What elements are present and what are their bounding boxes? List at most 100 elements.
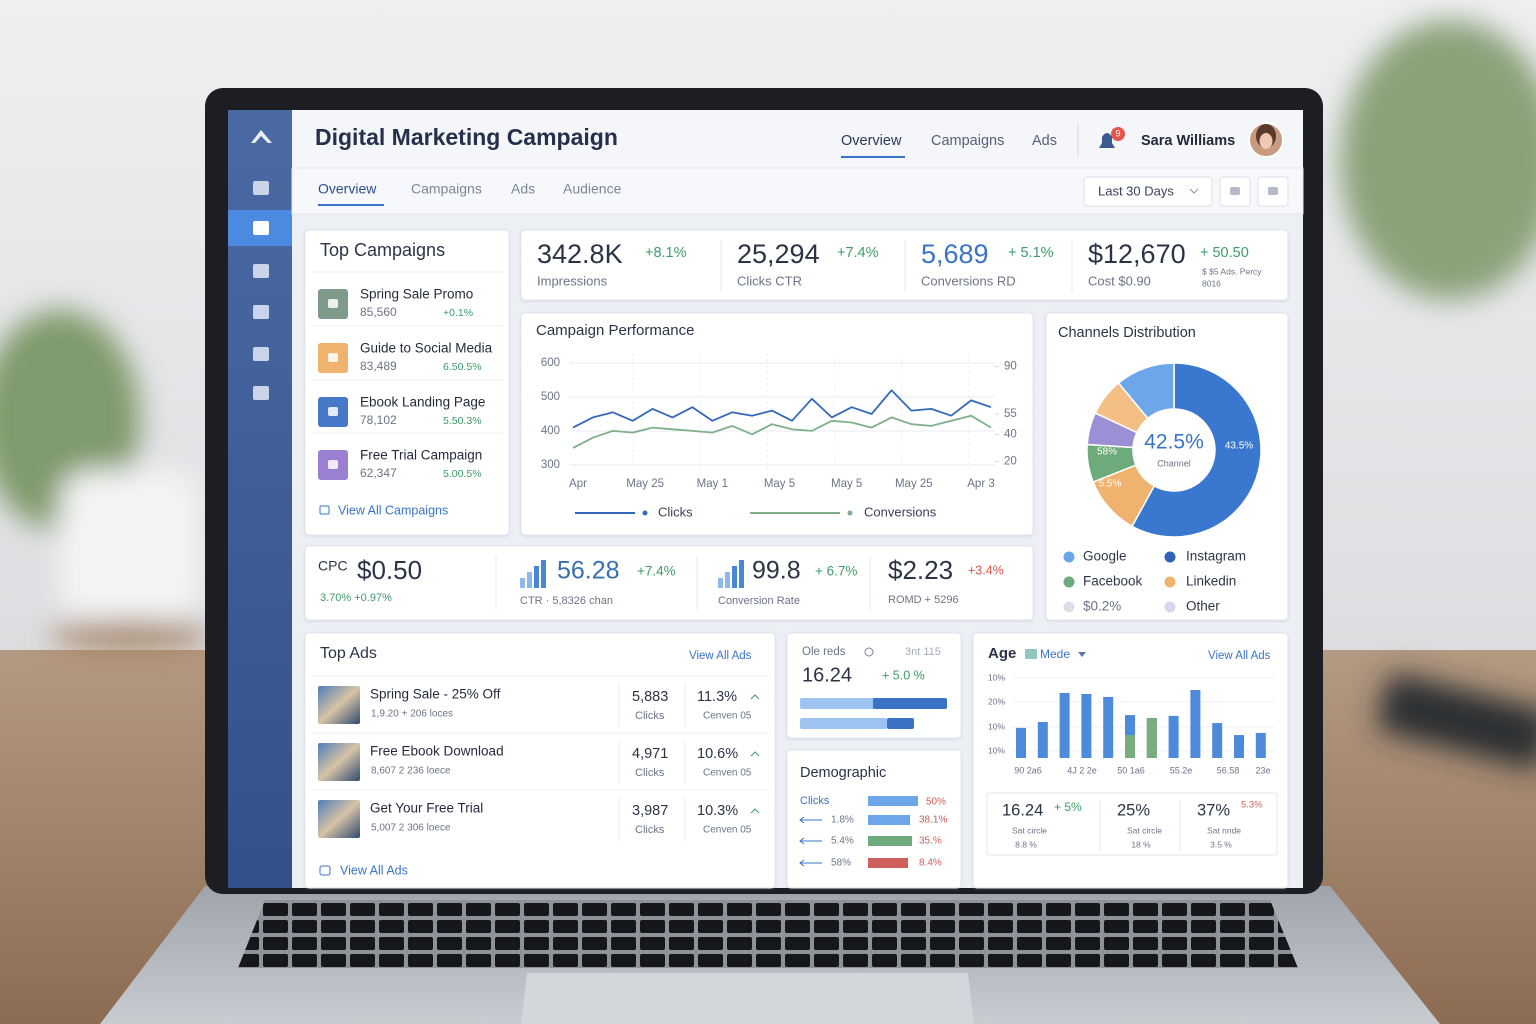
- campaign-glyph: [328, 407, 338, 416]
- nav-link[interactable]: Overview: [841, 133, 902, 149]
- dashboard: Digital Marketing Campaign Overview Campai…: [251, 122, 1289, 889]
- tab[interactable]: Campaigns: [411, 181, 482, 197]
- stat-sub: 3.5 %: [1210, 839, 1232, 849]
- user-name: Sara Williams: [1141, 133, 1235, 149]
- progress-fill: [887, 718, 914, 729]
- ad-rate: 11.3%: [697, 689, 737, 705]
- ad-sub: 1,9.20 + 206 loces: [371, 709, 453, 720]
- kpi-label: Cost $0.90: [1088, 273, 1151, 288]
- stat-change: 5.3%: [1241, 800, 1263, 811]
- nav-link[interactable]: Ads: [1032, 133, 1057, 149]
- ad-thumbnail: [318, 686, 360, 724]
- metric-change: +3.4%: [968, 563, 1004, 577]
- ad-thumbnail: [318, 743, 360, 781]
- kpi-value: 25,294: [737, 239, 820, 269]
- campaign-name: Ebook Landing Page: [360, 395, 485, 410]
- x-tick-label: 50 1a6: [1117, 765, 1145, 775]
- legend-dot: [1164, 576, 1176, 588]
- metric-value: $0.50: [357, 555, 422, 585]
- link[interactable]: View All Ads: [340, 863, 408, 877]
- sidebar-icon[interactable]: [253, 264, 269, 278]
- legend-label: Conversions: [864, 504, 937, 519]
- legend-label: Clicks: [658, 504, 693, 519]
- sidebar-icon[interactable]: [253, 347, 269, 361]
- donut-segment: [1117, 362, 1175, 420]
- y-tick-label: 400: [541, 425, 560, 437]
- link[interactable]: View All Ads: [1208, 650, 1271, 662]
- filter-caret: [1078, 652, 1086, 657]
- filter-swatch: [1025, 649, 1037, 659]
- ad-clicks: 5,883: [632, 689, 668, 705]
- lock-icon: [319, 505, 330, 515]
- tab[interactable]: Ads: [511, 181, 535, 197]
- sidebar-icon[interactable]: [253, 305, 269, 319]
- card-title: Campaign Performance: [536, 322, 694, 339]
- campaign-value: 62,347: [360, 466, 397, 480]
- kpi-note: $ $5 Ads. Percy: [1202, 266, 1262, 276]
- campaign-glyph: [328, 353, 338, 362]
- stat-value: 16.24: [1002, 801, 1043, 819]
- y-tick-label: 600: [541, 357, 560, 369]
- demo-right: 35.%: [919, 836, 942, 847]
- stat-change: + 5%: [1054, 800, 1082, 814]
- sidebar-icon[interactable]: [253, 386, 269, 400]
- donut-segment: [1131, 362, 1262, 538]
- sidebar-icon[interactable]: [253, 221, 269, 235]
- link-icon: [319, 865, 331, 876]
- home-icon: [251, 130, 272, 143]
- card-title: Demographic: [800, 765, 886, 781]
- stat-sub: Sat circle: [1127, 825, 1162, 835]
- campaign-value: 78,102: [360, 413, 397, 427]
- metric-icon-bar: [527, 572, 532, 588]
- ad-name: Spring Sale - 25% Off: [370, 687, 501, 702]
- x-tick-label: 4J 2 2e: [1067, 765, 1097, 775]
- segment-label: 5.5%: [1099, 479, 1122, 490]
- legend-label: Linkedin: [1186, 574, 1236, 589]
- metric-value: 99.8: [752, 557, 801, 585]
- kpi-change: + 5.1%: [1008, 245, 1054, 261]
- ad-clicks-label: Clicks: [635, 824, 665, 836]
- campaign-name: Guide to Social Media: [360, 341, 493, 356]
- x-tick-label: 90 2a6: [1014, 765, 1042, 775]
- tab[interactable]: Overview: [318, 181, 377, 197]
- demo-bar: [868, 815, 910, 825]
- legend-dot: [1164, 551, 1176, 563]
- card: [520, 312, 1034, 536]
- bar-highlight: [1125, 735, 1135, 758]
- stat-sub: Sat nnde: [1207, 825, 1241, 835]
- ad-sub: 8,607 2 236 loece: [371, 766, 451, 777]
- date-select[interactable]: [1083, 176, 1213, 207]
- link[interactable]: View All Campaigns: [338, 503, 448, 517]
- sidebar-icon[interactable]: [253, 181, 269, 195]
- kpi-change: +8.1%: [645, 245, 687, 261]
- metric-icon-bar: [725, 572, 730, 588]
- kpi-value: 5,689: [921, 239, 989, 269]
- ad-clicks-label: Clicks: [635, 710, 665, 722]
- metric-sub: 3.70% +0.97%: [320, 592, 392, 604]
- nav-link[interactable]: Campaigns: [931, 133, 1004, 149]
- card-title: Top Campaigns: [320, 240, 445, 260]
- progress-track: [800, 718, 887, 729]
- trend-icon: [750, 751, 760, 757]
- filter[interactable]: Mede: [1040, 647, 1070, 661]
- ad-rate-label: Cenven 05: [703, 768, 752, 779]
- segment-label: 43.5%: [1225, 441, 1253, 452]
- line-series: [572, 389, 992, 429]
- bar: [1190, 690, 1201, 758]
- tab[interactable]: Audience: [563, 181, 622, 197]
- demo-icon: [799, 837, 822, 845]
- stat-sub: Sat circle: [1012, 825, 1047, 835]
- bar: [1168, 715, 1179, 758]
- ad-clicks-label: Clicks: [635, 767, 665, 779]
- x-tick-label: May 5: [831, 478, 862, 490]
- nav-underline: [841, 156, 905, 158]
- bell-icon[interactable]: [1099, 133, 1115, 148]
- card-title: Channels Distribution: [1058, 325, 1196, 341]
- link[interactable]: View All Ads: [689, 650, 752, 662]
- card: [304, 229, 510, 536]
- metric-icon-bar: [534, 566, 539, 588]
- stat-value: 37%: [1197, 801, 1230, 819]
- metric-change: + 6.7%: [815, 564, 857, 579]
- metric-sub: ROMD + 5296: [888, 594, 959, 606]
- demo-bar: [868, 836, 912, 846]
